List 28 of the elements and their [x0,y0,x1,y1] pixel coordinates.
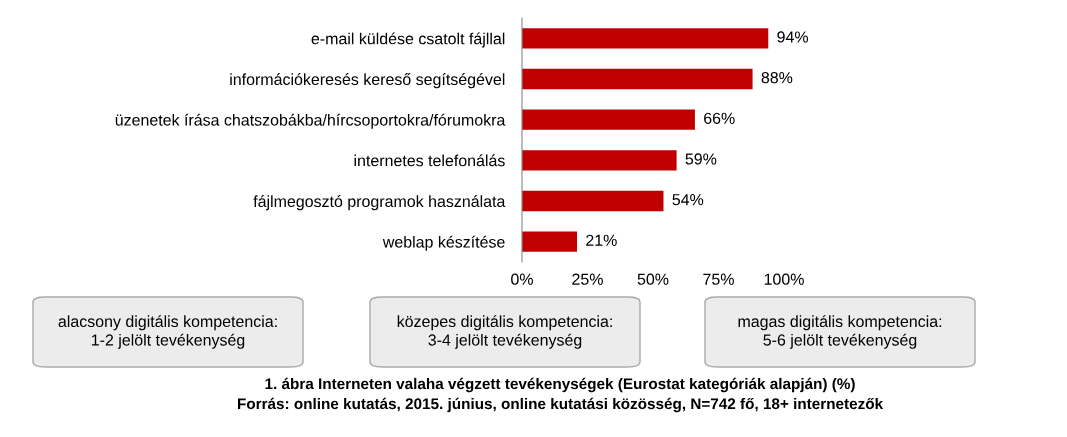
y-tick-label: üzenetek írása chatszobákba/hírcsoportokra/fórumokra [115,113,506,129]
text: Forrás: online kutatás, 2015. június, online kutatási közösség, N=742 fő, 18+ internetezők [237,397,884,413]
data-label: 54% [672,194,704,206]
bar [522,231,578,252]
text: magas digitális kompetencia: 5-6 jelölt tevékenység [738,315,942,349]
text: közepes digitális kompetencia: 3-4 jelölt tevékenység [397,315,612,349]
bar [522,68,753,90]
data-label: 88% [761,71,793,84]
data-label: 59% [685,153,717,165]
bar [522,28,769,49]
bar [522,109,695,130]
bar [522,150,677,171]
x-tick-label: 0% [511,273,533,285]
bar [522,190,664,212]
x-tick-label: 100% [764,273,804,285]
y-tick-label: weblap készítése [382,235,505,251]
x-tick-label: 75% [703,273,734,285]
data-label: 21% [586,234,617,246]
data-label: 94% [777,31,809,43]
y-tick-label: információkeresés kereső segítségével [230,73,505,89]
y-tick-label: internetes telefonálás [354,154,505,167]
x-tick-label: 50% [637,273,669,285]
y-tick-label: fájlmegosztó programok használata [253,195,506,211]
data-label: 66% [704,112,735,124]
text: 1. ábra Interneten valaha végzett tevékenységek (Eurostat kategóriák alapján) (%) [265,377,855,393]
y-tick-label: e-mail küldése csatolt fájllal [311,32,505,48]
x-tick-label: 25% [572,273,603,285]
text: alacsony digitális kompetencia: 1-2 jelölt tevékenység [58,315,277,349]
